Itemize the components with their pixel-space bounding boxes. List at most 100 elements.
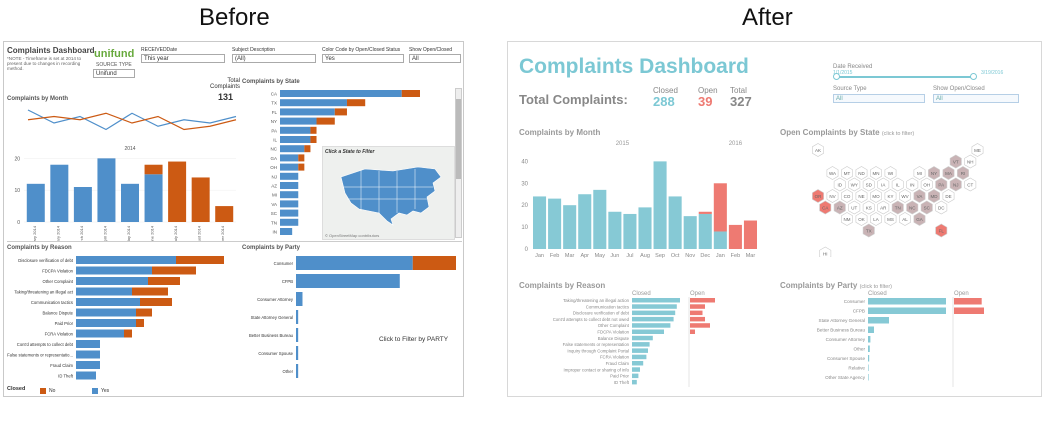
state-hex-label: IA bbox=[881, 182, 885, 187]
month-bar-yes bbox=[121, 183, 139, 222]
state-label: PA bbox=[271, 128, 277, 133]
filter-date-select[interactable]: This year bbox=[141, 54, 225, 63]
party-bar-yes bbox=[296, 346, 299, 360]
date-received-label: Date Received bbox=[833, 64, 873, 70]
state-hex-label: UT bbox=[851, 205, 857, 210]
after-party-label: Consumer Spouse bbox=[827, 356, 865, 361]
state-hex-label: AL bbox=[902, 217, 908, 222]
after-open-label: Open bbox=[698, 86, 718, 95]
party-label: Consumer Spouse bbox=[258, 351, 293, 356]
date-slider-handle-start[interactable] bbox=[833, 73, 840, 80]
state-hex-label: ND bbox=[858, 171, 865, 176]
after-heading: After bbox=[742, 4, 793, 31]
reason-bar-yes bbox=[76, 287, 132, 296]
month-bar-no bbox=[191, 177, 210, 222]
after-party-label: State Attorney General bbox=[819, 318, 865, 323]
month-y-tick: 0 bbox=[17, 220, 20, 226]
state-title: Complaints by State bbox=[242, 79, 300, 85]
after-reason-bar-open bbox=[690, 329, 695, 334]
party-bar-no bbox=[412, 256, 456, 270]
after-month-x-tick: Oct bbox=[671, 253, 680, 259]
after-reason-bar-closed bbox=[632, 354, 647, 360]
filter-color-select[interactable]: Yes bbox=[322, 54, 404, 63]
state-hex-tile bbox=[906, 177, 919, 192]
month-x-tick: April 2014 bbox=[102, 225, 107, 242]
state-scrollbar[interactable] bbox=[455, 88, 462, 238]
show-value-after: All bbox=[936, 96, 943, 102]
year-2016-label: 2016 bbox=[729, 141, 743, 147]
after-month-bar-closed bbox=[683, 216, 697, 249]
source-type-select[interactable]: Unifund bbox=[93, 69, 135, 78]
party-bar-yes bbox=[296, 256, 413, 270]
date-slider-handle-end[interactable] bbox=[970, 73, 977, 80]
after-month-bar-closed bbox=[623, 213, 637, 249]
filter-subject-select[interactable]: (All) bbox=[232, 54, 316, 63]
state-hex-label: NE bbox=[858, 194, 864, 199]
after-party-bar-closed bbox=[868, 345, 870, 352]
filter-subject-value: (All) bbox=[235, 56, 246, 62]
state-bar-yes bbox=[280, 163, 299, 171]
reason-bar-yes bbox=[76, 298, 140, 306]
month-bar-no bbox=[215, 206, 234, 222]
after-reason-bar-closed bbox=[632, 373, 639, 379]
month-x-tick: March 2014 bbox=[79, 225, 84, 242]
state-hex-tile bbox=[870, 166, 882, 180]
reason-bar-no bbox=[148, 277, 180, 285]
month-bar-no bbox=[144, 164, 163, 175]
state-hex-label: VT bbox=[953, 159, 959, 164]
after-reason-bar-closed bbox=[632, 361, 644, 366]
state-hex-label: WI bbox=[888, 171, 894, 176]
state-bar-no bbox=[298, 163, 305, 171]
after-party-title-text: Complaints by Party bbox=[780, 281, 858, 290]
state-hex-tile bbox=[928, 166, 940, 180]
reason-bar-yes bbox=[76, 277, 148, 285]
party-label: CFPB bbox=[282, 279, 293, 284]
after-party-bar-open bbox=[954, 307, 984, 314]
after-closed-value: 288 bbox=[653, 94, 675, 109]
after-month-chart: 40 30 20 10 0 2015 2016 Jan Feb Mar Apr May Jun Jul Au… bbox=[521, 141, 757, 259]
date-slider-track[interactable] bbox=[836, 76, 974, 78]
after-party-bar-closed bbox=[868, 355, 870, 362]
state-hex-label: HI bbox=[823, 251, 828, 256]
filter-label-show: Show Open/Closed bbox=[409, 47, 453, 53]
after-month-bar-closed bbox=[593, 189, 607, 249]
after-reason-label: Inquiry through Complaint Portal bbox=[567, 348, 629, 353]
after-reason-bar-closed bbox=[632, 367, 640, 372]
state-hex-label: KY bbox=[887, 194, 893, 199]
after-party-bar-closed bbox=[868, 326, 874, 333]
before-note: *NOTE - Timeframe is set at 2014 to pres… bbox=[7, 56, 82, 71]
after-month-x-tick: Apr bbox=[580, 253, 589, 259]
show-select-after[interactable]: All bbox=[933, 94, 1019, 103]
after-month-x-tick: Jan bbox=[716, 253, 725, 259]
after-month-y-tick: 0 bbox=[525, 247, 529, 253]
us-map[interactable]: Click a State to Filter © OpenStreetMap … bbox=[322, 146, 455, 240]
unifund-logo: unifund bbox=[94, 48, 135, 60]
after-reason-label: Paid Prior bbox=[610, 374, 629, 379]
after-state-hexmap[interactable]: AK ME VT NH WA MT ND MN WI MI NY MA RI ID WY SD IA IL IN OH… bbox=[808, 142, 1028, 257]
state-hex-label: CO bbox=[844, 194, 851, 199]
show-label-after: Show Open/Closed bbox=[933, 86, 985, 92]
reason-bar-no bbox=[124, 329, 132, 338]
state-hex-label: MS bbox=[887, 217, 894, 222]
reason-bar-no bbox=[132, 287, 168, 296]
state-hex-tile bbox=[870, 212, 882, 226]
legend-no-label: No bbox=[49, 388, 56, 394]
state-hex-label: DC bbox=[938, 205, 945, 210]
after-reason-label: Disclosure verification of debt bbox=[573, 311, 630, 316]
after-month-x-tick: Sep bbox=[655, 253, 665, 259]
filter-show-select[interactable]: All bbox=[409, 54, 461, 63]
legend-title: Closed bbox=[7, 386, 26, 392]
state-hex-tile bbox=[891, 177, 904, 192]
state-bar-no bbox=[346, 99, 366, 107]
state-hex-tile bbox=[913, 166, 926, 180]
month-y-tick: 10 bbox=[14, 188, 20, 194]
state-bar-yes bbox=[280, 172, 299, 180]
date-end: 3/19/2016 bbox=[981, 70, 1004, 76]
source-type-select-after[interactable]: All bbox=[833, 94, 925, 103]
state-bar-yes bbox=[280, 191, 299, 199]
state-hex-tile bbox=[935, 200, 948, 215]
after-reason-label: Balance Dispute bbox=[598, 336, 630, 341]
reason-label: False statements or representatio... bbox=[7, 353, 73, 358]
state-hex-tile bbox=[855, 166, 868, 180]
after-reason-label: FCRA Violation bbox=[600, 355, 630, 360]
